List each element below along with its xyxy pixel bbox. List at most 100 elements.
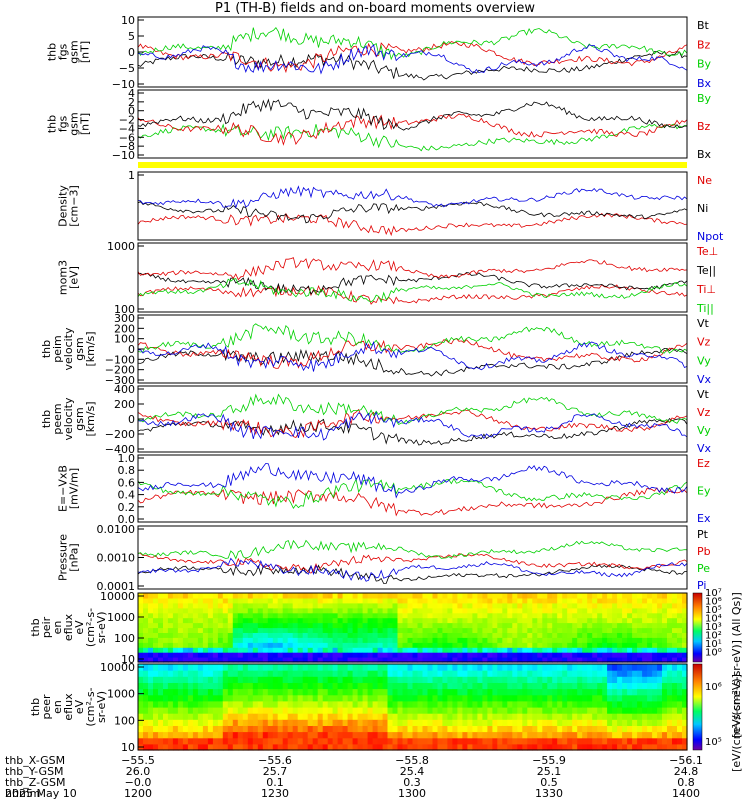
x-axis-row-label: thb_X-GSM — [5, 754, 66, 767]
heat-cell — [357, 607, 364, 614]
heat-cell — [437, 607, 444, 614]
series-Te|| — [137, 272, 688, 295]
heat-cell — [452, 670, 458, 677]
heat-cell — [467, 637, 473, 643]
heat-cell — [307, 664, 314, 671]
heat-cell — [602, 642, 608, 648]
heat-cell — [372, 647, 379, 653]
heat-cell — [222, 707, 229, 714]
heat-cell — [672, 617, 678, 624]
heat-cell — [177, 652, 184, 658]
heat-cell — [437, 743, 444, 751]
heat-cell — [627, 664, 633, 671]
heat-cell — [597, 652, 603, 658]
heat-cell — [327, 597, 334, 604]
heat-cell — [667, 652, 673, 658]
heat-cell — [167, 612, 174, 619]
y-tick-label: 0.0001 — [97, 580, 136, 593]
heat-cell — [462, 664, 468, 671]
heat-cell — [587, 719, 593, 726]
heat-cell — [267, 607, 274, 614]
heat-cell — [507, 713, 513, 720]
heat-cell — [542, 713, 548, 720]
heat-cell — [632, 743, 638, 751]
heat-cell — [667, 737, 673, 745]
legend-Ex: Ex — [697, 512, 711, 525]
heat-cell — [158, 607, 164, 614]
heat-cell — [332, 700, 339, 708]
heat-cell — [417, 602, 424, 609]
heat-cell — [642, 612, 648, 619]
heat-cell — [327, 688, 334, 696]
legend-Ni: Ni — [697, 202, 708, 215]
heat-cell — [307, 731, 314, 739]
heat-cell — [427, 688, 434, 696]
heat-cell — [527, 743, 533, 751]
heat-cell — [582, 652, 588, 658]
series-Te⊥ — [137, 284, 688, 305]
heat-cell — [202, 664, 209, 671]
heat-cell — [487, 647, 493, 653]
heat-cell — [517, 617, 523, 624]
heat-cell — [652, 700, 658, 708]
heat-cell — [602, 694, 608, 702]
heat-cell — [212, 737, 219, 745]
heat-cell — [177, 743, 184, 751]
heat-cell — [207, 700, 214, 708]
heat-cell — [587, 682, 593, 690]
heat-cell — [562, 743, 568, 751]
legend-Vy: Vy — [697, 424, 711, 437]
heat-cell — [272, 688, 279, 696]
heat-cell — [497, 670, 503, 677]
heat-cell — [462, 652, 468, 658]
heat-cell — [567, 622, 573, 629]
heat-cell — [652, 607, 658, 614]
heat-cell — [177, 719, 184, 726]
heat-cell — [407, 731, 414, 739]
heat-cell — [272, 664, 279, 671]
heat-cell — [517, 642, 523, 648]
heat-cell — [682, 612, 688, 619]
heat-cell — [337, 700, 344, 708]
heat-cell — [342, 617, 349, 624]
y-axis-label: sr-eV) — [95, 691, 108, 723]
heat-cell — [252, 642, 259, 648]
heat-cell — [562, 637, 568, 643]
heat-cell — [572, 627, 578, 633]
heat-cell — [487, 713, 493, 720]
heat-cell — [322, 664, 329, 671]
heat-cell — [317, 725, 324, 733]
heat-cell — [467, 622, 473, 629]
heat-cell — [677, 664, 683, 671]
heat-cell — [397, 713, 404, 720]
heat-cell — [677, 725, 683, 733]
heat-cell — [148, 607, 154, 614]
heat-cell — [452, 617, 458, 624]
heat-cell — [377, 700, 384, 708]
heat-cell — [562, 670, 568, 677]
heat-cell — [677, 737, 683, 745]
heat-cell — [617, 737, 623, 745]
heat-cell — [567, 670, 573, 677]
heat-cell — [502, 593, 508, 599]
heat-cell — [492, 725, 498, 733]
heat-cell — [557, 637, 563, 643]
heat-cell — [187, 647, 194, 653]
heat-cell — [277, 670, 284, 677]
heat-cell — [277, 682, 284, 690]
heat-cell — [197, 652, 204, 658]
heat-cell — [597, 593, 603, 599]
heat-cell — [222, 657, 229, 663]
heat-cell — [202, 642, 209, 648]
heat-cell — [542, 612, 548, 619]
heat-cell — [347, 622, 354, 629]
heat-cell — [392, 612, 399, 619]
heat-cell — [257, 719, 264, 726]
heat-cell — [632, 607, 638, 614]
heat-cell — [577, 682, 583, 690]
heat-cell — [312, 612, 319, 619]
heat-cell — [317, 602, 324, 609]
heat-cell — [482, 737, 488, 745]
heat-cell — [377, 743, 384, 751]
heat-cell — [407, 688, 414, 696]
